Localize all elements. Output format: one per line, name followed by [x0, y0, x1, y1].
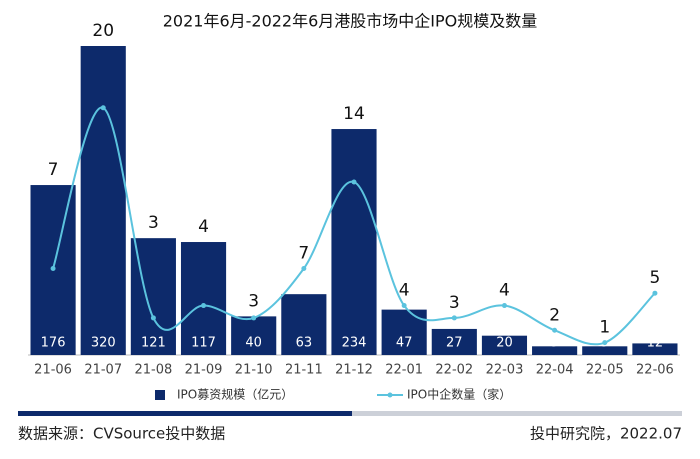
bar: [481, 335, 528, 355]
line-point: [552, 327, 558, 333]
bar: [632, 343, 678, 355]
count-label: 3: [248, 291, 259, 311]
bar-value-label: 176: [41, 336, 66, 351]
bar-value-label: 121: [141, 336, 166, 351]
count-label: 14: [343, 104, 365, 124]
legend-swatch: [387, 392, 393, 398]
source: 数据来源：CVSource投中数据: [18, 425, 225, 443]
count-label: 20: [92, 21, 114, 41]
line-point: [50, 265, 56, 271]
line-point: [251, 315, 257, 321]
line-point: [401, 303, 407, 309]
count-label: 5: [650, 268, 661, 288]
x-tick-label: 21-07: [84, 363, 122, 378]
count-label: 7: [48, 160, 59, 180]
x-tick-label: 21-06: [34, 363, 72, 378]
x-tick-label: 22-02: [435, 363, 473, 378]
bar-value-label: 320: [91, 336, 116, 351]
bar-value-label: 27: [446, 336, 463, 351]
legend-label: IPO募资规模（亿元）: [177, 387, 293, 402]
x-tick-label: 21-11: [285, 363, 323, 378]
count-label: 3: [449, 293, 460, 313]
line-point: [451, 315, 457, 321]
x-tick-label: 21-10: [235, 363, 273, 378]
legend-swatch: [155, 390, 165, 400]
bar-value-label: 9: [550, 336, 558, 351]
legend-label: IPO中企数量（家）: [407, 387, 511, 402]
count-label: 1: [599, 318, 610, 338]
bar-value-label: 47: [396, 336, 413, 351]
x-tick-label: 21-12: [335, 363, 373, 378]
bar: [532, 346, 578, 355]
bar-value-label: 40: [245, 336, 262, 351]
bar: [180, 242, 227, 355]
x-tick-label: 22-04: [536, 363, 574, 378]
bar: [431, 328, 477, 355]
x-tick-label: 22-03: [486, 363, 524, 378]
x-tick-label: 22-06: [636, 363, 674, 378]
line-point: [201, 303, 207, 309]
bar: [331, 129, 377, 355]
x-tick-label: 21-08: [134, 363, 172, 378]
line-point: [301, 265, 307, 271]
bar-value-label: 234: [342, 336, 367, 351]
line-point: [351, 179, 357, 185]
footer-rule: [352, 411, 682, 416]
count-label: 4: [399, 281, 410, 301]
line-point: [652, 290, 658, 296]
count-label: 4: [499, 281, 510, 301]
line-point: [100, 105, 106, 111]
credit: 投中研究院，2022.07: [530, 425, 682, 443]
footer-rule: [18, 411, 352, 416]
count-label: 3: [148, 213, 159, 233]
bar: [281, 294, 327, 355]
line-point: [501, 303, 507, 309]
line-point: [602, 340, 608, 346]
x-tick-label: 22-01: [385, 363, 423, 378]
bar-value-label: 117: [191, 336, 216, 351]
count-label: 7: [298, 243, 309, 263]
count-label: 4: [198, 217, 209, 237]
bar-value-label: 20: [496, 336, 513, 351]
chart-title: 2021年6月-2022年6月港股市场中企IPO规模及数量: [163, 12, 538, 31]
bar: [582, 346, 628, 355]
bar-value-label: 63: [296, 336, 313, 351]
count-label: 2: [549, 305, 560, 325]
line: [52, 106, 656, 346]
x-tick-label: 22-05: [586, 363, 624, 378]
bar: [231, 316, 277, 355]
bar-value-label: 12: [647, 336, 664, 351]
x-tick-label: 21-09: [185, 363, 223, 378]
bar: [80, 46, 126, 355]
line-point: [150, 315, 156, 321]
